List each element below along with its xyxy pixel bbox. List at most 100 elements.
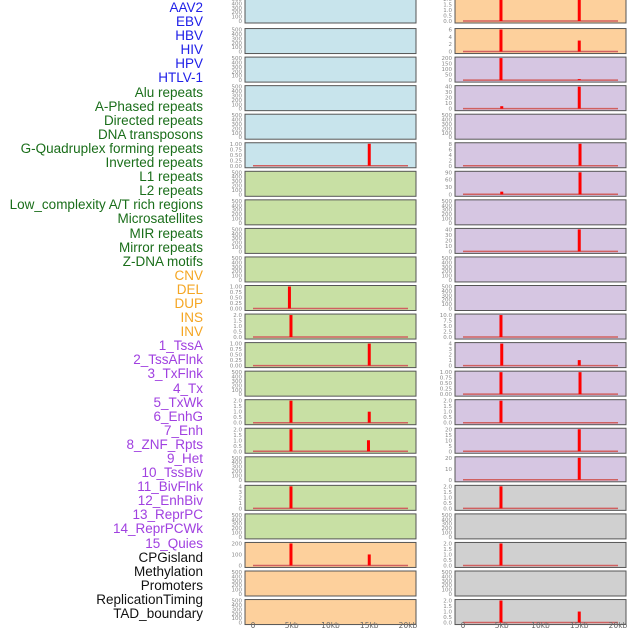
y-tick-label: 500 (232, 85, 243, 91)
y-tick-label: 100 (232, 15, 243, 21)
signal-bar (499, 372, 503, 395)
y-tick-label: 0.0 (443, 621, 452, 627)
y-tick-label: 500 (232, 56, 243, 62)
track-label: HIV (180, 42, 203, 58)
signal-bar (366, 440, 370, 452)
y-tick-label: 1.5 (443, 3, 452, 9)
signal-bar (289, 400, 293, 423)
y-tick-label: 100 (232, 588, 243, 594)
y-tick-label: 2 (449, 353, 453, 359)
y-tick-label: 4 (449, 342, 453, 348)
y-tick-label: 1.0 (443, 552, 452, 558)
panel-background (454, 541, 627, 568)
panel-background (244, 85, 417, 112)
y-tick-label: 20 (445, 456, 452, 462)
panel-background (454, 199, 627, 226)
y-tick-label: 0 (239, 50, 243, 56)
y-tick-label: 1.5 (233, 404, 242, 410)
panel-background (454, 370, 627, 397)
y-tick-label: 100 (442, 531, 453, 537)
y-tick-label: 100 (442, 216, 453, 222)
y-tick-label: 200 (442, 526, 453, 532)
y-tick-label: 400 (232, 1, 243, 7)
right-panel: 0.00.51.01.52.0 (443, 599, 627, 627)
y-tick-label: 0 (239, 78, 243, 84)
y-tick-label: 500 (232, 113, 243, 119)
y-tick-label: 0 (239, 563, 243, 569)
y-tick-label: 200 (232, 41, 243, 47)
y-tick-label: 0 (239, 249, 243, 255)
y-tick-label: 200 (232, 10, 243, 16)
y-tick-label: 1.5 (443, 490, 452, 496)
y-tick-label: 300 (232, 465, 243, 471)
y-tick-label: 150 (442, 62, 453, 68)
x-tick-label: 15kb (360, 621, 379, 630)
y-tick-label: 400 (442, 260, 453, 266)
y-tick-label: 0 (449, 221, 453, 227)
track-label: 10_TssBiv (141, 465, 203, 481)
signal-bar (499, 315, 503, 338)
signal-bar (289, 315, 293, 338)
y-tick-label: 500 (232, 513, 243, 519)
panel-background (244, 56, 417, 83)
y-tick-label: 0.25 (230, 158, 243, 164)
y-tick-label: 0 (449, 135, 453, 141)
left-panel: 0.00.51.01.52.0 (233, 427, 417, 455)
panel-background (454, 285, 627, 311)
y-tick-label: 0.0 (443, 563, 452, 569)
y-tick-label: 500 (232, 28, 243, 34)
track-label: Inverted repeats (105, 155, 203, 171)
y-tick-label: 200 (232, 469, 243, 475)
y-tick-label: 400 (232, 232, 243, 238)
y-tick-label: 1.0 (443, 410, 452, 416)
panel-background (454, 56, 627, 83)
y-tick-label: 400 (442, 203, 453, 209)
left-panel: 0 100 200 (232, 541, 417, 569)
signal-bar (367, 411, 371, 423)
panel-background (454, 170, 627, 197)
y-tick-label: 200 (232, 269, 243, 275)
y-tick-label: 1.5 (233, 433, 242, 439)
y-tick-label: 500 (232, 0, 243, 3)
panel-background (244, 113, 417, 140)
y-tick-label: 5 (449, 444, 453, 450)
track-label: INS (180, 310, 203, 326)
track-label: HBV (175, 28, 203, 44)
y-tick-label: 500 (442, 285, 453, 291)
x-tick-label: 5kb (285, 621, 299, 630)
signal-bar (578, 372, 582, 395)
y-tick-label: 200 (232, 383, 243, 389)
signal-bar (289, 486, 293, 509)
y-tick-label: 200 (442, 126, 453, 132)
y-tick-label: 0 (449, 50, 453, 56)
panel-background (244, 484, 417, 511)
track-label: HTLV-1 (158, 70, 203, 86)
track-label: 6_EnhG (153, 408, 203, 424)
signal-bar (577, 86, 581, 109)
y-tick-label: 400 (232, 460, 243, 466)
y-tick-label: 10 (445, 438, 452, 444)
y-tick-label: 500 (232, 570, 243, 576)
left-panel: 0.00.51.01.52.0 (233, 313, 417, 341)
track-label: 4_Tx (172, 380, 203, 396)
track-labels: AAV2 EBV HBV HIV HPV HTLV-1 Alu repeats A-Phase… (0, 0, 203, 621)
y-tick-label: 0.5 (233, 330, 242, 336)
y-tick-label: 0.75 (230, 347, 243, 353)
y-tick-label: 0.5 (233, 444, 242, 450)
y-tick-label: 20 (445, 238, 452, 244)
right-panel: 0.00.51.01.52.0 (443, 484, 627, 512)
y-tick-label: 200 (232, 212, 243, 218)
signal-bar (499, 543, 503, 566)
y-tick-label: 100 (232, 274, 243, 280)
y-tick-label: 6 (449, 147, 453, 153)
y-tick-label: 500 (442, 570, 453, 576)
y-tick-label: 500 (232, 370, 243, 376)
y-tick-label: 500 (442, 513, 453, 519)
